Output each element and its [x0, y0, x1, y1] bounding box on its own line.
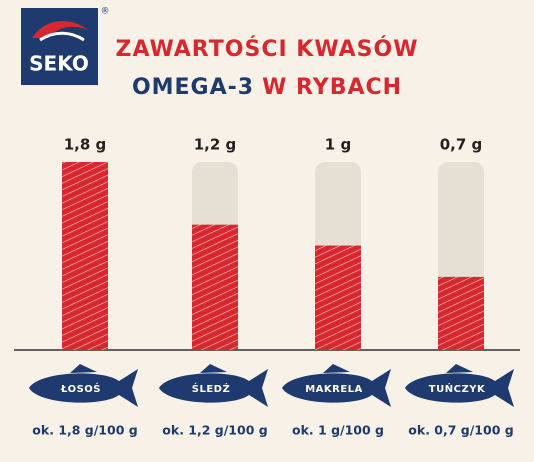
- note: ok. 1 g/100 g: [292, 423, 384, 438]
- logo: SEKO ®: [21, 7, 110, 85]
- note: ok. 0,7 g/100 g: [408, 423, 513, 438]
- note: ok. 1,2 g/100 g: [162, 423, 267, 438]
- value-label: 1,2 g: [194, 136, 237, 154]
- category-label: TUŃCZYK: [429, 382, 486, 395]
- logo-fish: [32, 20, 88, 38]
- value-label: 0,7 g: [440, 136, 483, 154]
- subtitle-part: W RYBACH: [262, 75, 402, 100]
- logo-box: [21, 8, 98, 85]
- chart-title: ZAWARTOŚCI KWASÓW: [116, 36, 419, 62]
- category-label: MAKRELA: [305, 384, 363, 395]
- bar: [438, 276, 484, 350]
- category-label: ŚLEDŹ: [192, 382, 230, 395]
- chart-subtitle: OMEGA-3 W RYBACH: [132, 75, 402, 100]
- logo-text: SEKO: [29, 52, 89, 76]
- bar: [315, 245, 361, 350]
- subtitle-part: OMEGA-3: [132, 75, 254, 100]
- fish-icon: [405, 364, 514, 407]
- logo-wave: [39, 31, 85, 42]
- note: ok. 1,8 g/100 g: [32, 423, 137, 438]
- fish-icon: [282, 364, 391, 407]
- fish-icon: [29, 364, 138, 407]
- value-label: 1,8 g: [64, 136, 107, 154]
- fish-icon: [159, 364, 268, 407]
- value-label: 1 g: [325, 136, 351, 154]
- logo-mark: ®: [101, 7, 110, 17]
- bar: [62, 162, 108, 350]
- bar: [192, 224, 238, 350]
- category-label: ŁOSOŚ: [60, 382, 101, 395]
